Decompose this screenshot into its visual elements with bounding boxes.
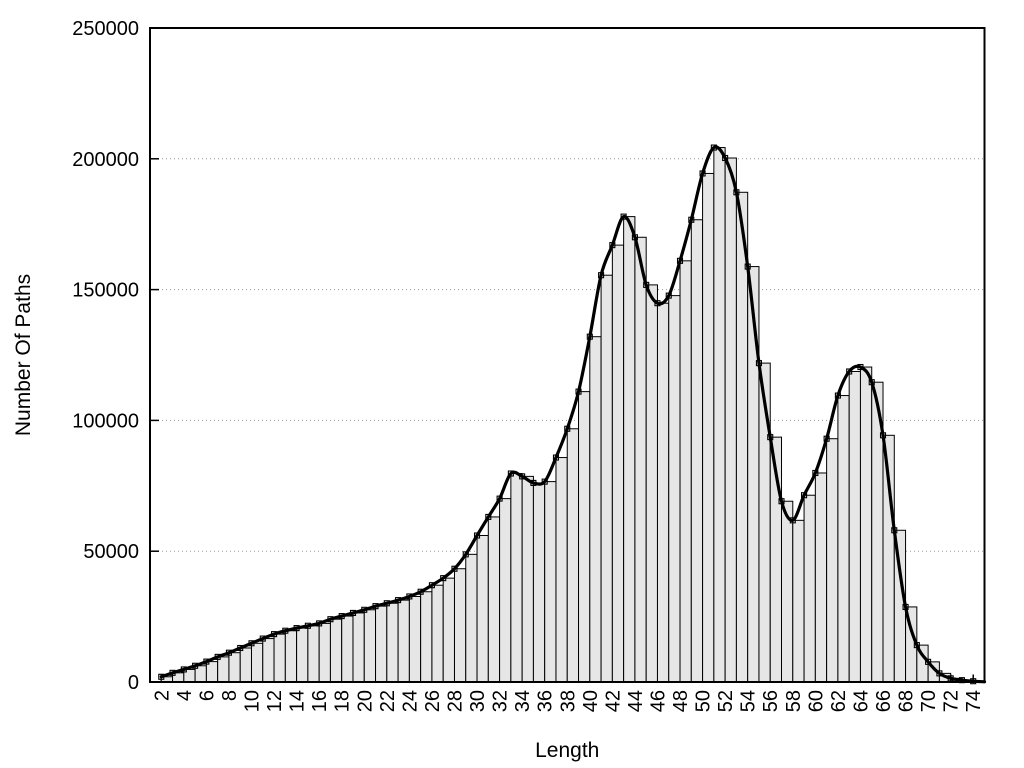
x-tick-label: 44 — [625, 690, 647, 712]
x-tick-label: 48 — [670, 690, 692, 712]
x-tick-label: 42 — [602, 690, 624, 712]
x-tick-label: 64 — [850, 690, 872, 712]
x-tick-label: 18 — [332, 690, 354, 712]
x-tick-label: 68 — [896, 690, 918, 712]
x-tick-label: 70 — [918, 690, 940, 712]
x-tick-labels: 2 4 6 8 10 12 14 16 18 20 22 24 26 28 30 32 34 36 38 40 42 44… — [151, 690, 985, 712]
x-tick-label: 4 — [174, 690, 196, 701]
x-tick-label: 54 — [738, 690, 760, 712]
x-tick-label: 14 — [287, 690, 309, 712]
y-tick-label: 150000 — [72, 280, 139, 302]
plot-frame — [149, 27, 986, 683]
x-tick-label: 24 — [399, 690, 421, 712]
x-tick-label: 72 — [941, 690, 963, 712]
x-tick-label: 22 — [377, 690, 399, 712]
x-tick-label: 8 — [219, 690, 241, 701]
x-tick-label: 60 — [805, 690, 827, 712]
histogram-bars — [160, 147, 985, 683]
x-tick-label: 46 — [647, 690, 669, 712]
x-tick-label: 52 — [715, 690, 737, 712]
x-tick-label: 10 — [241, 690, 263, 712]
x-tick-label: 50 — [693, 690, 715, 712]
x-tick-label: 30 — [467, 690, 489, 712]
y-tick-label: 0 — [128, 672, 139, 694]
x-tick-label: 36 — [535, 690, 557, 712]
x-axis-title: Length — [535, 739, 599, 762]
x-tick-label: 66 — [873, 690, 895, 712]
x-tick-label: 34 — [512, 690, 534, 712]
y-tick-label: 100000 — [72, 410, 139, 432]
x-tick-label: 32 — [490, 690, 512, 712]
x-tick-label: 56 — [760, 690, 782, 712]
y-axis-title: Number Of Paths — [12, 274, 35, 436]
x-tick-label: 38 — [557, 690, 579, 712]
x-tick-label: 62 — [828, 690, 850, 712]
x-tick-label: 26 — [422, 690, 444, 712]
x-tick-label: 16 — [309, 690, 331, 712]
x-tick-label: 20 — [354, 690, 376, 712]
x-tick-label: 28 — [444, 690, 466, 712]
x-tick-label: 12 — [264, 690, 286, 712]
x-tick-label: 2 — [151, 690, 173, 701]
y-tick-labels: 0 50000 100000 150000 200000 250000 — [72, 18, 139, 694]
y-tick-label: 250000 — [72, 18, 139, 40]
point-markers — [158, 144, 977, 685]
y-tick-label: 200000 — [72, 149, 139, 171]
x-tick-label: 74 — [963, 690, 985, 712]
x-tick-label: 6 — [196, 690, 218, 701]
x-tick-label: 58 — [783, 690, 805, 712]
y-tick-label: 50000 — [83, 541, 139, 563]
x-tick-label: 40 — [580, 690, 602, 712]
